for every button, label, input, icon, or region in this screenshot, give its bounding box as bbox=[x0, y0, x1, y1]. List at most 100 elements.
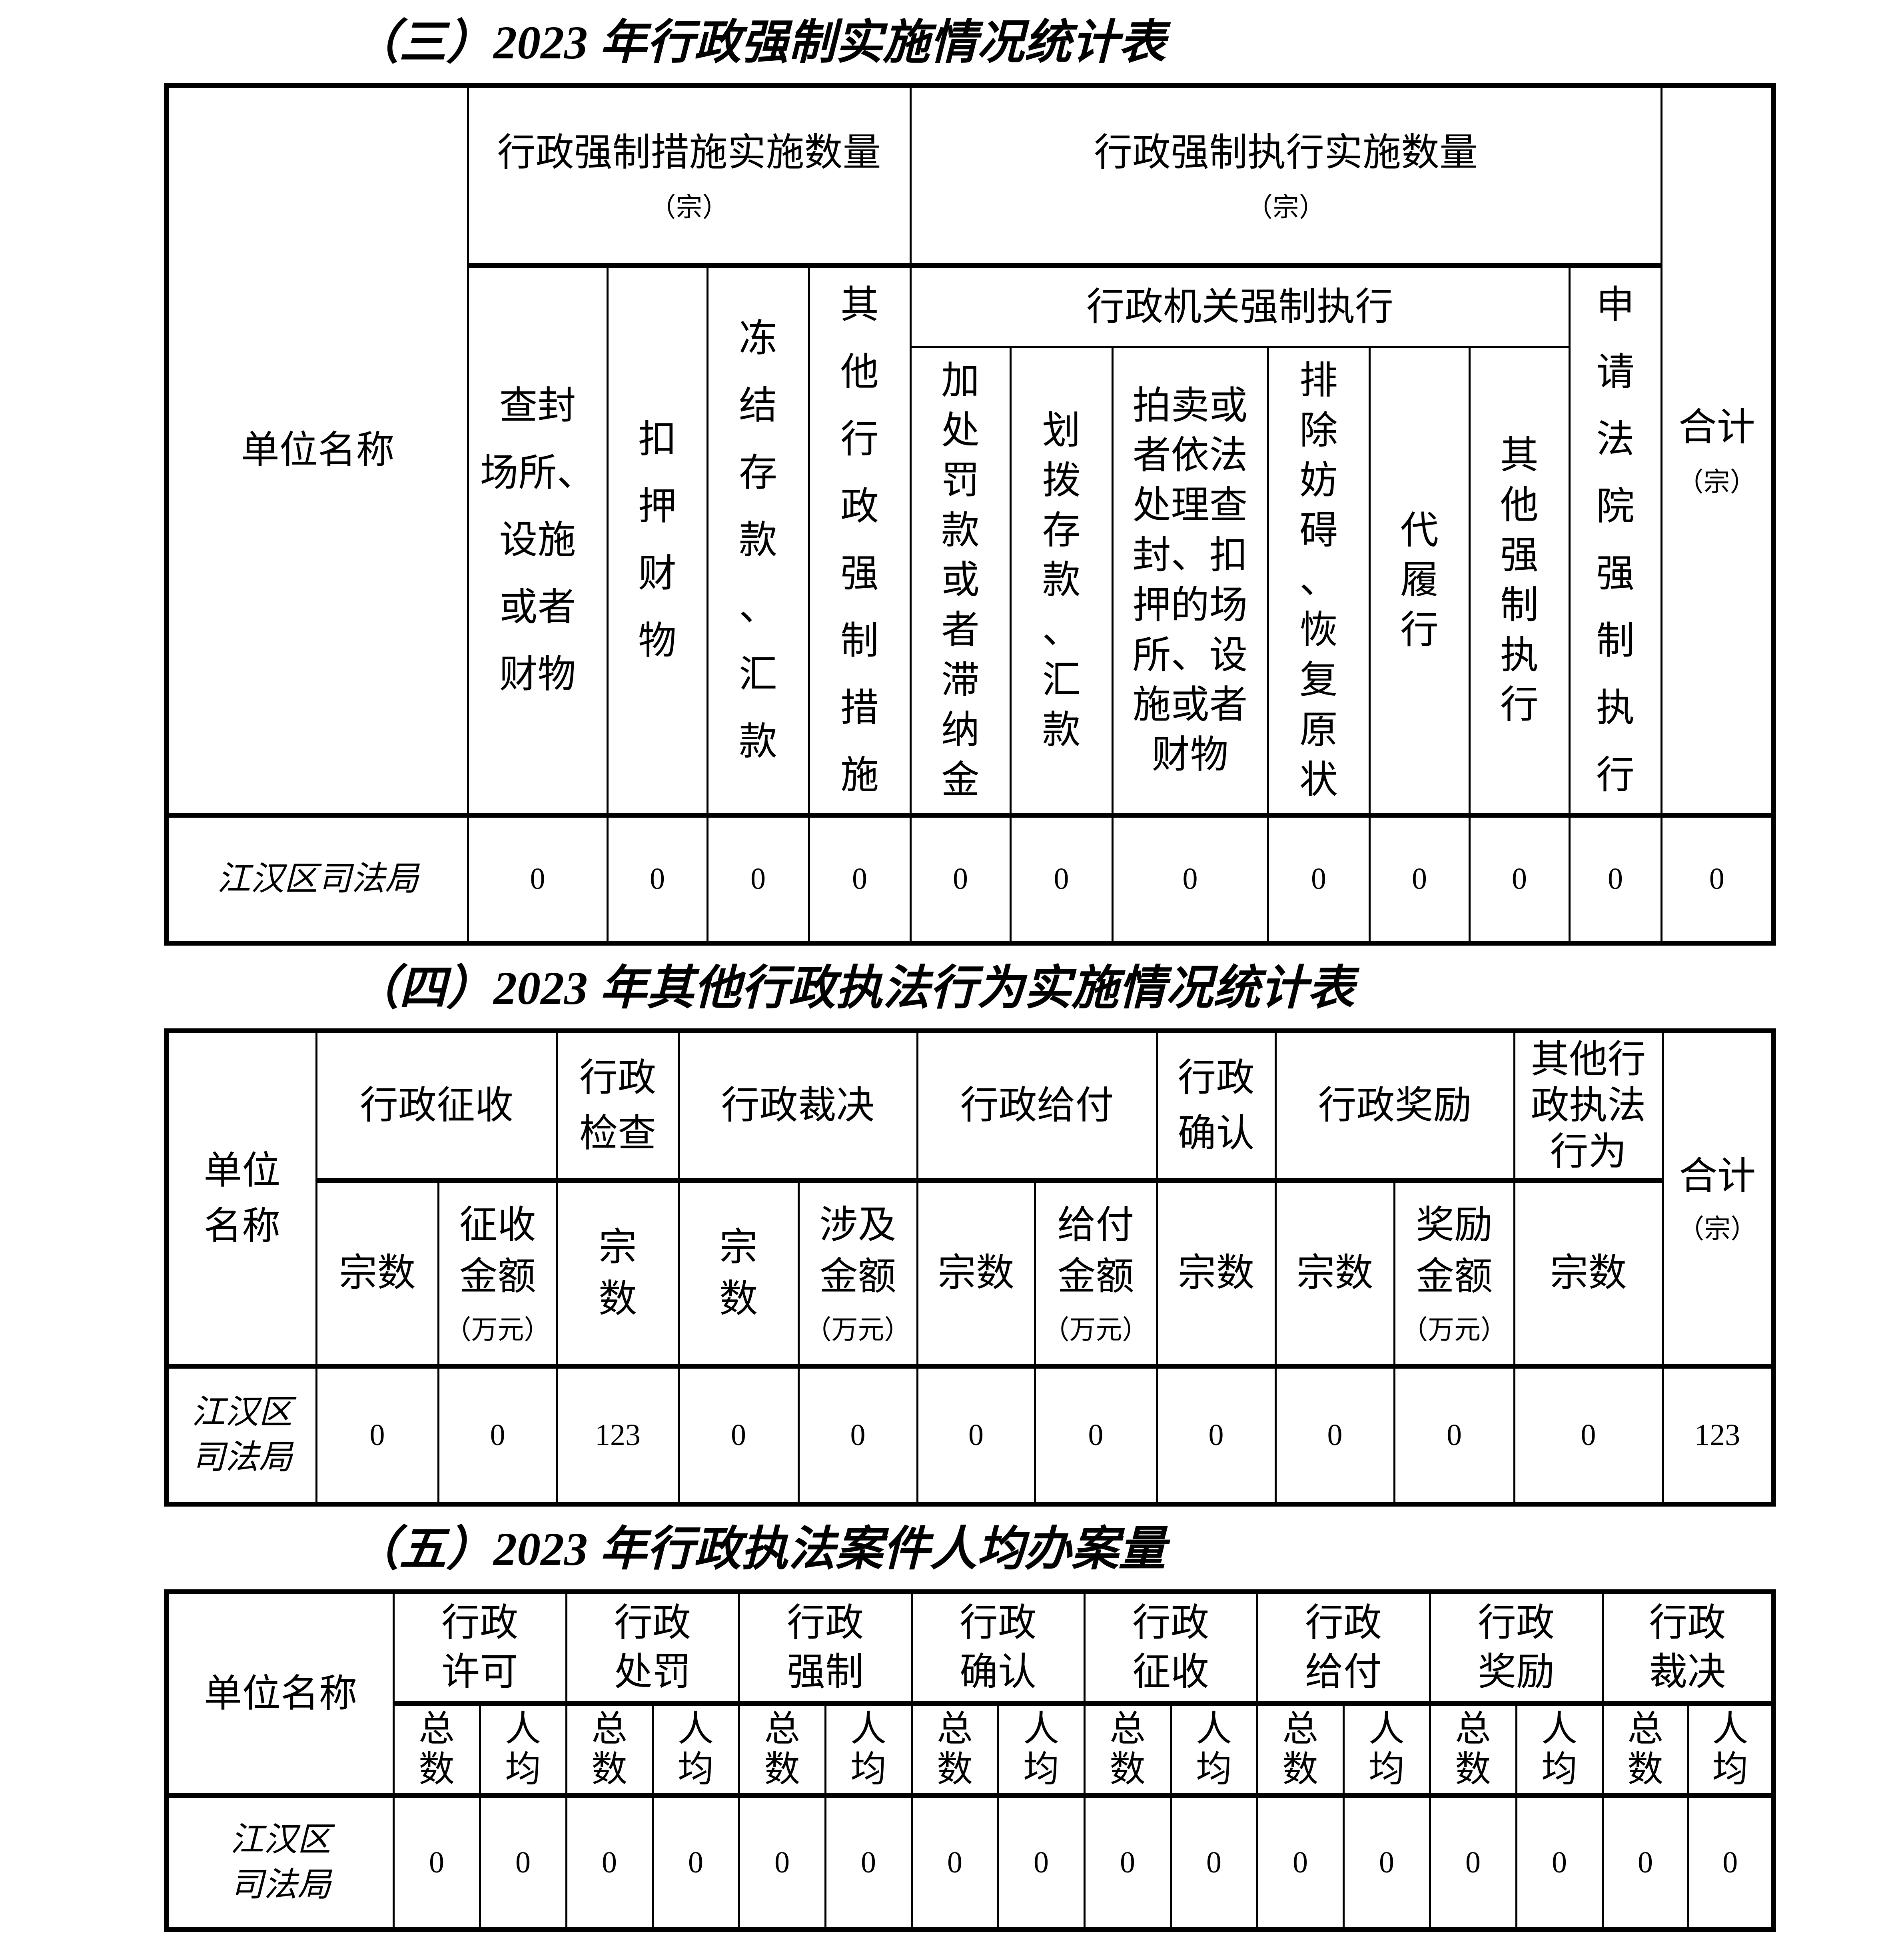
t2-sub-levy-amount: 征收 金额 （万元） bbox=[437, 1179, 558, 1367]
t2-sub-inspection-count: 宗 数 bbox=[556, 1179, 680, 1367]
t1-header-other-measures: 其 他 行 政 强 制 措 施 bbox=[808, 264, 912, 816]
t3-sub-license-total: 总 数 bbox=[392, 1703, 481, 1797]
t3-sub-ruling-avg: 人 均 bbox=[1687, 1703, 1775, 1797]
t2-value-other-count: 0 bbox=[1513, 1363, 1664, 1505]
t2-sub-ruling-amount-label: 涉及 金额 bbox=[819, 1203, 896, 1298]
t1-group-enforcement-label: 行政强制执行实施数量 bbox=[1094, 131, 1478, 174]
t2-value-ruling-amount: 0 bbox=[797, 1363, 918, 1505]
t1-value-transfer: 0 bbox=[1009, 812, 1114, 944]
t2-value-inspection-count: 123 bbox=[556, 1363, 680, 1505]
t2-sub-payment-amount: 给付 金额 （万元） bbox=[1034, 1179, 1158, 1367]
t1-group-measures-label: 行政强制措施实施数量 bbox=[497, 131, 881, 174]
t2-group-other: 其他行 政执法 行为 bbox=[1513, 1030, 1664, 1183]
t1-header-court: 申 请 法 院 强 制 执 行 bbox=[1568, 264, 1663, 816]
t1-header-freeze: 冻 结 存 款 、 汇 款 bbox=[706, 264, 810, 816]
t2-sub-ruling-count: 宗 数 bbox=[677, 1179, 800, 1367]
t1-group-agency-enforcement: 行政机关强制执行 bbox=[909, 264, 1571, 349]
t3-sub-punishment-total: 总 数 bbox=[565, 1703, 654, 1797]
t1-value-other-enforce: 0 bbox=[1468, 812, 1571, 944]
t3-group-punishment: 行政 处罚 bbox=[565, 1591, 740, 1707]
t2-row-unit-name: 江汉区 司法局 bbox=[165, 1363, 317, 1505]
t3-row-unit-name: 江汉区 司法局 bbox=[165, 1793, 395, 1931]
t2-value-ruling-count: 0 bbox=[677, 1363, 800, 1505]
t2-header-unit-name: 单位 名称 bbox=[165, 1030, 317, 1367]
t3-value-payment-total: 0 bbox=[1256, 1793, 1345, 1931]
t3-value-payment-avg: 0 bbox=[1342, 1793, 1431, 1931]
t1-value-seal: 0 bbox=[467, 812, 609, 944]
t2-sub-payment-count: 宗数 bbox=[916, 1179, 1036, 1367]
section-title-other-enforcement: （四）2023 年其他行政执法行为实施情况统计表 bbox=[352, 962, 1355, 1014]
t1-header-unit-name: 单位名称 bbox=[165, 84, 469, 816]
t2-sub-reward-amount: 奖励 金额 （万元） bbox=[1393, 1179, 1515, 1367]
section-title-coercion: （三）2023 年行政强制实施情况统计表 bbox=[352, 16, 1166, 69]
table-administrative-coercion: 单位名称 行政强制措施实施数量 （宗） 行政强制执行实施数量 （宗） 合计 （宗） 查… bbox=[164, 83, 1776, 946]
table-per-capita-caseload: 单位名称 行政 许可 行政 处罚 行政 强制 行政 确认 行政 征收 行政 给付… bbox=[164, 1589, 1776, 1932]
t2-sub-reward-amount-unit: （万元） bbox=[1401, 1315, 1507, 1345]
t3-value-reward-avg: 0 bbox=[1515, 1793, 1604, 1931]
t2-group-levy: 行政征收 bbox=[315, 1030, 558, 1183]
t3-group-payment: 行政 给付 bbox=[1256, 1591, 1431, 1707]
t1-header-fine: 加 处 罚 款 或 者 滞 纳 金 bbox=[909, 346, 1012, 816]
t1-header-other-enforce: 其 他 强 制 执 行 bbox=[1468, 346, 1571, 816]
t3-sub-payment-total: 总 数 bbox=[1256, 1703, 1345, 1797]
t3-value-license-avg: 0 bbox=[479, 1793, 567, 1931]
t2-value-confirmation-count: 0 bbox=[1156, 1363, 1277, 1505]
t2-value-total: 123 bbox=[1661, 1363, 1775, 1505]
t2-sub-reward-count: 宗数 bbox=[1274, 1179, 1395, 1367]
t2-sub-levy-amount-unit: （万元） bbox=[445, 1315, 551, 1345]
t3-sub-payment-avg: 人 均 bbox=[1342, 1703, 1431, 1797]
t3-sub-levy-total: 总 数 bbox=[1083, 1703, 1172, 1797]
t1-header-seal: 查封 场所、 设施 或者 财物 bbox=[467, 264, 609, 816]
t2-header-total: 合计 （宗） bbox=[1661, 1030, 1775, 1367]
t2-value-levy-count: 0 bbox=[315, 1363, 439, 1505]
t3-value-ruling-avg: 0 bbox=[1687, 1793, 1775, 1931]
t3-group-license: 行政 许可 bbox=[392, 1591, 567, 1707]
t1-value-remove: 0 bbox=[1267, 812, 1371, 944]
t3-value-levy-total: 0 bbox=[1083, 1793, 1172, 1931]
t2-value-payment-count: 0 bbox=[916, 1363, 1036, 1505]
t3-sub-coercion-total: 总 数 bbox=[738, 1703, 826, 1797]
t3-value-confirmation-total: 0 bbox=[910, 1793, 999, 1931]
t2-value-levy-amount: 0 bbox=[437, 1363, 558, 1505]
t1-header-substitute: 代 履 行 bbox=[1368, 346, 1471, 816]
t1-value-fine: 0 bbox=[909, 812, 1012, 944]
t3-group-ruling: 行政 裁决 bbox=[1601, 1591, 1775, 1707]
t1-header-transfer: 划 拨 存 款 、 汇 款 bbox=[1009, 346, 1114, 816]
t2-header-total-unit: （宗） bbox=[1678, 1215, 1757, 1244]
t3-group-reward: 行政 奖励 bbox=[1429, 1591, 1604, 1707]
t1-value-auction: 0 bbox=[1111, 812, 1269, 944]
t2-value-reward-amount: 0 bbox=[1393, 1363, 1515, 1505]
t1-value-seize: 0 bbox=[606, 812, 709, 944]
t1-group-enforcement: 行政强制执行实施数量 （宗） bbox=[909, 84, 1663, 268]
t3-value-levy-avg: 0 bbox=[1170, 1793, 1258, 1931]
t2-group-payment: 行政给付 bbox=[916, 1030, 1158, 1183]
t1-group-enforcement-unit: （宗） bbox=[1246, 193, 1325, 222]
t1-value-substitute: 0 bbox=[1368, 812, 1471, 944]
t3-sub-coercion-avg: 人 均 bbox=[824, 1703, 913, 1797]
t1-value-total: 0 bbox=[1660, 812, 1775, 944]
t1-header-total-label: 合计 bbox=[1678, 406, 1755, 449]
t1-header-remove: 排 除 妨 碍 、 恢 复 原 状 bbox=[1267, 346, 1371, 816]
t2-sub-payment-amount-unit: （万元） bbox=[1043, 1315, 1149, 1345]
t3-sub-reward-avg: 人 均 bbox=[1515, 1703, 1604, 1797]
t3-sub-levy-avg: 人 均 bbox=[1170, 1703, 1258, 1797]
section-title-per-capita: （五）2023 年行政执法案件人均办案量 bbox=[352, 1523, 1166, 1575]
t1-row-unit-name: 江汉区司法局 bbox=[165, 812, 469, 944]
t3-group-levy: 行政 征收 bbox=[1083, 1591, 1258, 1707]
t1-value-court: 0 bbox=[1568, 812, 1663, 944]
t1-header-total-unit: （宗） bbox=[1677, 468, 1756, 497]
t1-group-measures: 行政强制措施实施数量 （宗） bbox=[467, 84, 912, 268]
t2-value-payment-amount: 0 bbox=[1034, 1363, 1158, 1505]
t2-sub-ruling-amount: 涉及 金额 （万元） bbox=[797, 1179, 918, 1367]
t3-sub-punishment-avg: 人 均 bbox=[651, 1703, 740, 1797]
t1-header-seize: 扣 押 财 物 bbox=[606, 264, 709, 816]
t2-sub-reward-amount-label: 奖励 金额 bbox=[1416, 1203, 1493, 1298]
t1-value-freeze: 0 bbox=[706, 812, 810, 944]
t2-sub-levy-amount-label: 征收 金额 bbox=[459, 1203, 536, 1298]
t2-sub-payment-amount-label: 给付 金额 bbox=[1057, 1203, 1134, 1298]
t3-value-reward-total: 0 bbox=[1429, 1793, 1517, 1931]
t2-group-confirmation: 行政 确认 bbox=[1156, 1030, 1277, 1183]
t2-sub-other-count: 宗数 bbox=[1513, 1179, 1664, 1367]
t2-sub-ruling-amount-unit: （万元） bbox=[805, 1315, 911, 1345]
table-other-enforcement-actions: 单位 名称 行政征收 行政 检查 行政裁决 行政给付 行政 确认 行政奖励 其他… bbox=[164, 1028, 1776, 1507]
